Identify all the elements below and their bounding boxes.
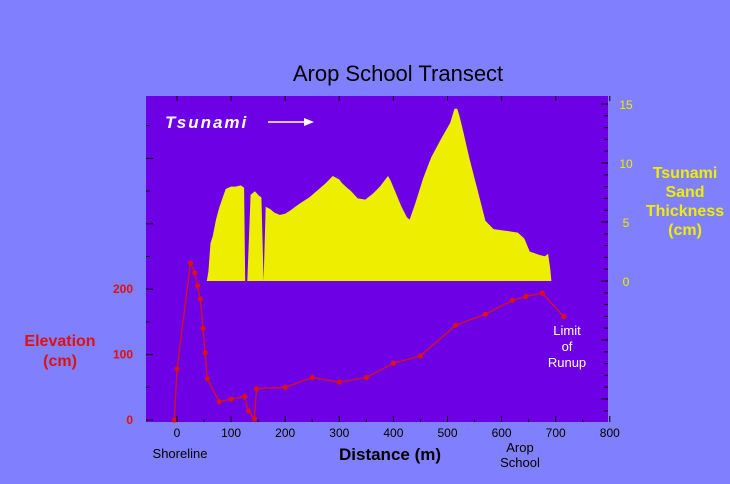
- arop-school-label-line-1: Arop: [506, 440, 533, 455]
- elevation-point: [509, 297, 515, 303]
- elevation-point: [523, 293, 529, 299]
- x-tick-label: 0: [174, 426, 181, 440]
- elevation-point: [309, 374, 315, 381]
- limit-of-runup-label-line-2: of: [562, 339, 573, 354]
- sand-tick-label: 15: [619, 98, 633, 112]
- elevation-point: [187, 260, 194, 266]
- elevation-point: [390, 360, 396, 366]
- tsunami-label: Tsunami: [165, 113, 248, 132]
- elevation-tick-label: 200: [113, 282, 133, 296]
- sand-thickness-area: [206, 108, 552, 281]
- elevation-point: [197, 296, 203, 302]
- elevation-point: [174, 366, 180, 372]
- elevation-point: [453, 322, 459, 328]
- sand-tick-label: 5: [623, 216, 630, 230]
- chart-title: Arop School Transect: [293, 61, 503, 86]
- x-tick-label: 100: [221, 426, 241, 440]
- elevation-point: [417, 353, 424, 359]
- elevation-point: [245, 408, 251, 414]
- elevation-point: [171, 417, 177, 423]
- elevation-point: [482, 311, 488, 317]
- sand-axis-label-line-3: Thickness: [646, 203, 724, 220]
- sand-thickness-series: [206, 108, 552, 281]
- elevation-tick-label: 100: [113, 348, 133, 362]
- x-tick-label: 800: [600, 426, 620, 440]
- elevation-series: [171, 260, 567, 423]
- sand-axis-label-line-2: Sand: [665, 184, 704, 201]
- tsunami-arrow: [268, 118, 314, 126]
- elevation-point: [336, 379, 342, 385]
- elevation-point: [561, 314, 567, 320]
- elevation-point: [200, 325, 206, 331]
- axes: 0 100 200 300 400 500 600 700 800 0 100 200 0 5 10 15: [113, 96, 633, 440]
- x-tick-label: 200: [275, 426, 295, 440]
- elevation-point: [242, 393, 248, 400]
- elevation-tick-label: 0: [126, 413, 133, 427]
- x-tick-label: 500: [437, 426, 457, 440]
- elevation-point: [202, 350, 208, 356]
- elevation-point: [228, 396, 234, 402]
- elevation-point: [363, 374, 369, 381]
- elevation-point: [539, 290, 545, 296]
- elevation-point: [216, 399, 222, 405]
- x-tick-label: 300: [329, 426, 349, 440]
- elevation-axis-label-line-2: (cm): [43, 353, 77, 370]
- elevation-axis-label-line-1: Elevation: [24, 333, 95, 350]
- elevation-point: [192, 270, 198, 276]
- sand-axis-label-line-4: (cm): [668, 222, 702, 239]
- x-tick-label: 700: [546, 426, 566, 440]
- elevation-point: [253, 386, 260, 392]
- elevation-point: [251, 416, 257, 422]
- arop-school-label-line-2: School: [500, 455, 540, 470]
- limit-of-runup-label-line-1: Limit: [553, 323, 581, 338]
- sand-axis-label-line-1: Tsunami: [653, 165, 718, 182]
- sand-tick-label: 10: [619, 157, 633, 171]
- elevation-point: [282, 384, 288, 390]
- limit-of-runup-label-line-3: Runup: [548, 355, 586, 370]
- shoreline-label: Shoreline: [153, 446, 208, 461]
- x-tick-label: 400: [383, 426, 403, 440]
- sand-tick-label: 0: [623, 275, 630, 289]
- x-axis-label: Distance (m): [339, 445, 441, 464]
- elevation-point: [204, 376, 210, 382]
- elevation-point: [195, 283, 201, 289]
- x-tick-label: 600: [492, 426, 512, 440]
